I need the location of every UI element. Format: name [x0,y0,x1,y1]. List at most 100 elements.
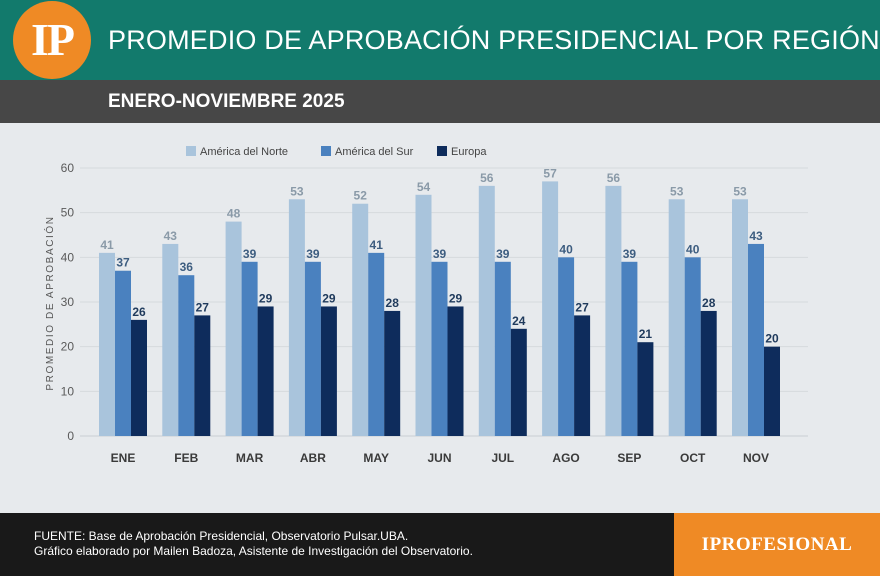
bar [542,181,559,436]
data-label: 39 [433,247,447,261]
data-label: 29 [322,291,336,305]
data-label: 43 [749,229,763,243]
data-label: 54 [417,180,431,194]
bar [257,306,274,436]
data-label: 48 [227,207,241,221]
x-tick-label: MAY [363,451,389,465]
data-label: 43 [164,229,178,243]
bar [447,306,464,436]
bar [494,261,511,436]
source-line-2: Gráfico elaborado por Mailen Badoza, Asi… [34,544,473,558]
bar [668,199,685,436]
bar [605,185,622,436]
bar [700,310,717,436]
data-label: 29 [449,291,463,305]
data-label: 27 [196,300,210,314]
bar-chart: 0 10 20 30 40 50 60 PROMEDIO DE APROBACIÓN Améri… [43,146,808,465]
data-label: 57 [543,166,557,180]
bar [320,306,337,436]
footer: FUENTE: Base de Aprobación Presidencial,… [0,513,880,576]
x-tick-label: ENE [111,451,136,465]
data-label: 39 [623,247,637,261]
data-label: 24 [512,314,526,328]
x-tick-label: ABR [300,451,326,465]
data-label: 41 [370,238,384,252]
data-label: 29 [259,291,273,305]
bar [431,261,448,436]
subtitle-bar: ENERO-NOVIEMBRE 2025 [0,80,880,123]
bar [178,275,195,436]
bar [99,252,115,436]
bar [574,315,591,436]
data-label: 52 [354,189,368,203]
data-label: 56 [607,171,621,185]
bar [621,261,638,436]
x-tick-label: JUL [491,451,514,465]
data-label: 53 [290,184,304,198]
bar [241,261,258,436]
x-tick-label: SEP [617,451,641,465]
legend-swatch [437,146,447,156]
x-tick-label: JUN [427,451,451,465]
bar [478,185,495,436]
x-tick-label: MAR [236,451,264,465]
data-label: 21 [639,327,653,341]
y-tick-label: 10 [61,384,75,398]
ip-logo: IP [13,1,91,79]
bar [288,199,305,436]
bar [558,257,575,436]
data-label: 39 [243,247,257,261]
data-label: 27 [575,300,589,314]
legend-label: América del Norte [200,146,288,158]
y-axis-label: PROMEDIO DE APROBACIÓN [43,215,56,390]
bar [162,243,179,436]
data-label: 28 [702,296,716,310]
bar [384,310,401,436]
bar [764,346,780,436]
legend-label: América del Sur [335,146,414,158]
bar [637,342,654,436]
y-tick-label: 20 [61,340,75,354]
bar [748,243,764,436]
data-label: 53 [670,184,684,198]
chart-area: 0 10 20 30 40 50 60 PROMEDIO DE APROBACIÓN Améri… [0,123,880,513]
source-line-1: FUENTE: Base de Aprobación Presidencial,… [34,529,409,543]
y-tick-label: 30 [61,295,75,309]
bar [115,270,131,436]
data-label: 37 [116,256,130,270]
bar [131,319,147,436]
bar [194,315,211,436]
data-label: 39 [496,247,510,261]
bar [352,203,369,436]
brand-logo: IPROFESIONAL [674,513,880,576]
x-tick-label: AGO [552,451,579,465]
data-label: 40 [559,242,573,256]
bar [368,252,385,436]
bar [510,328,527,436]
x-tick-label: FEB [174,451,198,465]
data-label: 56 [480,171,494,185]
x-tick-label: OCT [680,451,706,465]
bar [684,257,701,436]
legend-swatch [186,146,196,156]
header-bar: IP PROMEDIO DE APROBACIÓN PRESIDENCIAL P… [0,0,880,80]
legend-label: Europa [451,146,487,158]
data-label: 26 [132,305,146,319]
data-label: 28 [386,296,400,310]
data-label: 39 [306,247,320,261]
data-label: 40 [686,242,700,256]
y-tick-label: 60 [61,161,75,175]
data-label: 36 [180,260,194,274]
bar [304,261,321,436]
y-tick-label: 40 [61,250,75,264]
bar [225,221,242,436]
legend-swatch [321,146,331,156]
data-label: 41 [100,238,114,252]
chart-title: PROMEDIO DE APROBACIÓN PRESIDENCIAL POR … [108,25,880,55]
bar [415,194,432,436]
source-note: FUENTE: Base de Aprobación Presidencial,… [34,529,473,559]
chart-subtitle: ENERO-NOVIEMBRE 2025 [108,91,345,112]
data-label: 20 [765,332,779,346]
x-tick-label: NOV [743,451,769,465]
y-tick-label: 0 [67,429,74,443]
